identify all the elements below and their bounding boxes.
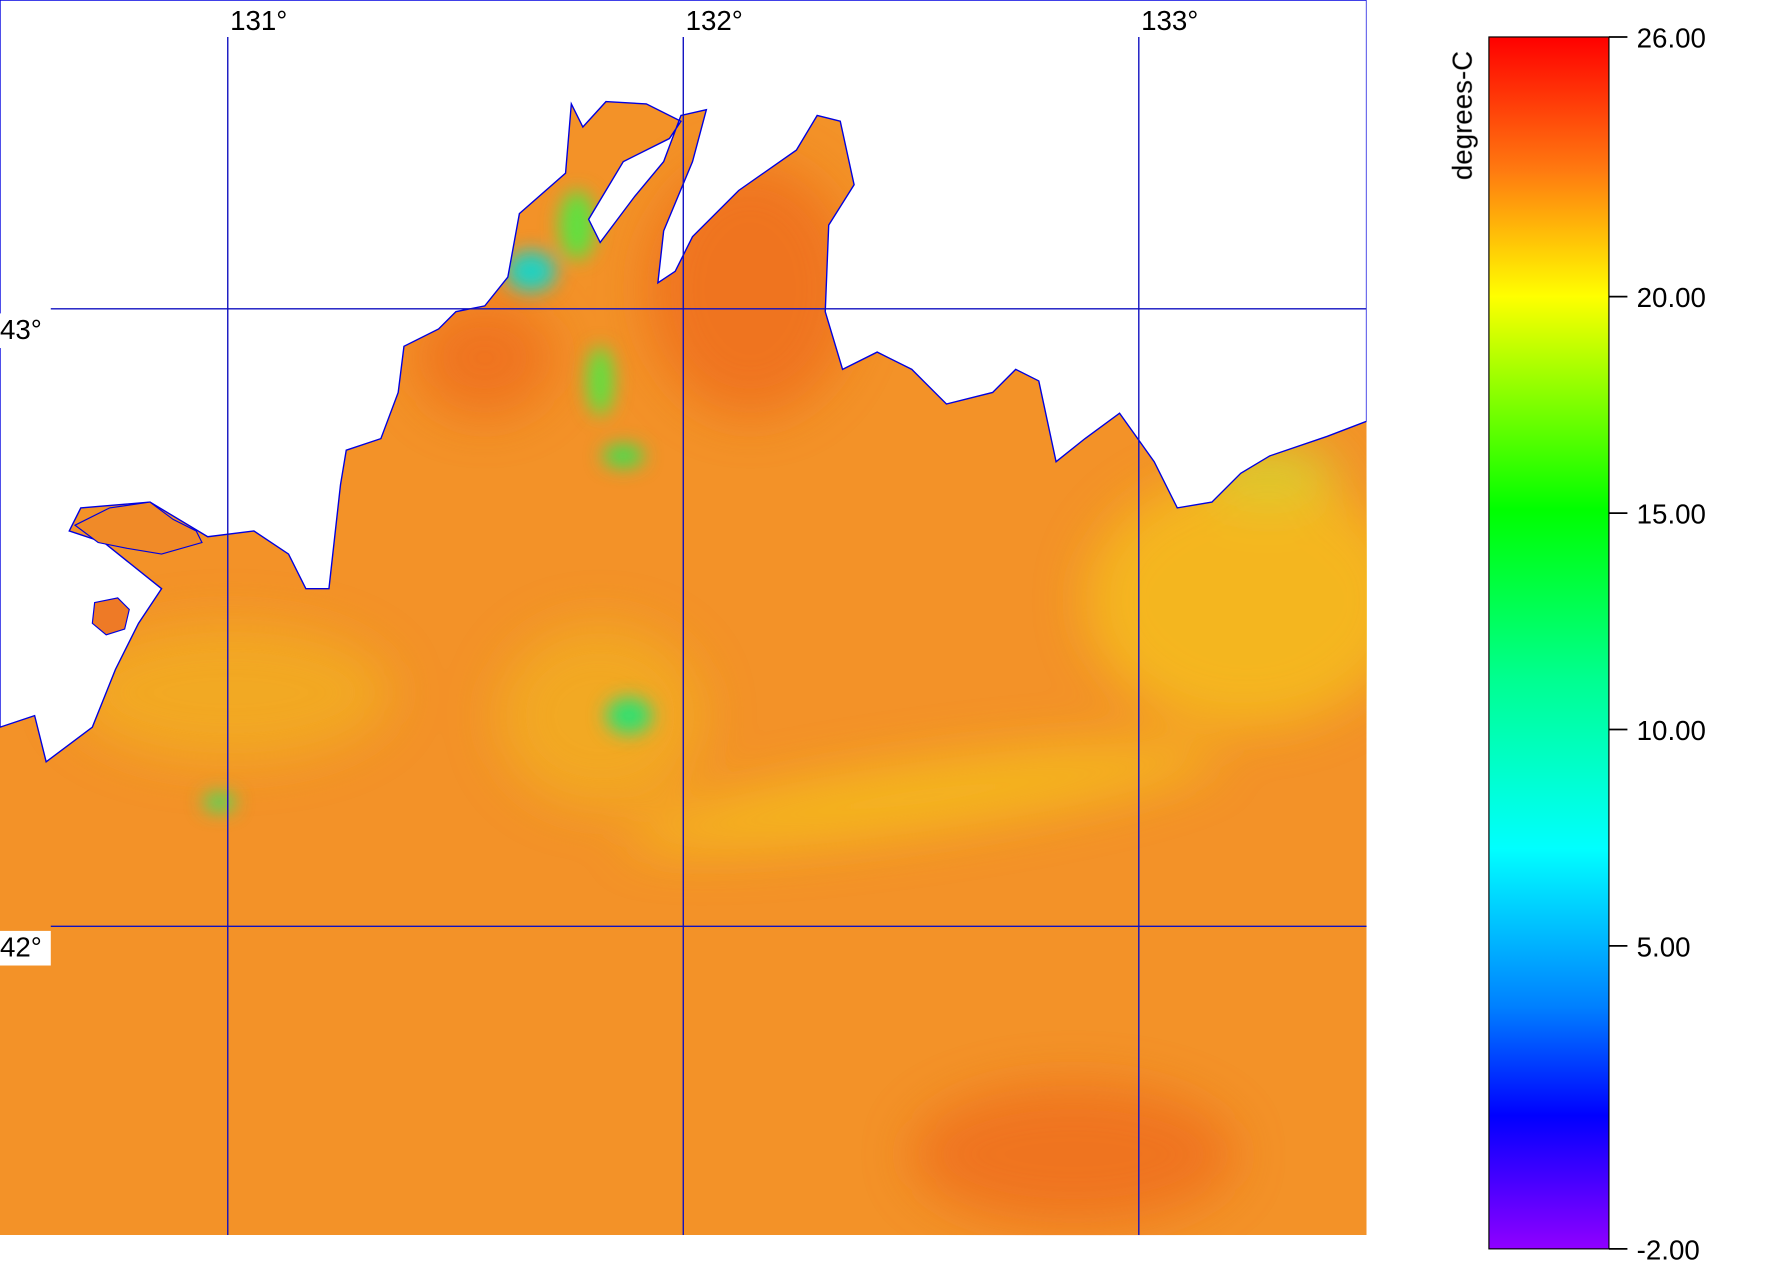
bay	[73, 501, 203, 555]
graticule: 131° 132° 133° 43° 42°	[0, 5, 1367, 1236]
x-tick-label: 132°	[686, 5, 743, 36]
land	[0, 0, 1367, 763]
colorbar-label: degrees-C	[1447, 51, 1478, 180]
colorbar-tick-label: -2.00	[1637, 1234, 1700, 1265]
colorbar-tick-label: 5.00	[1637, 931, 1691, 962]
colorbar	[1488, 36, 1610, 1250]
colorbar-tick-label: 20.00	[1637, 282, 1706, 313]
colorbar-tick-label: 26.00	[1637, 22, 1706, 53]
colorbar-tick-label: 15.00	[1637, 498, 1706, 529]
bay	[91, 597, 130, 636]
x-tick-label: 133°	[1141, 5, 1198, 36]
sst-field	[0, 0, 1367, 1236]
y-tick-label: 43°	[0, 314, 42, 345]
y-tick-label: 42°	[0, 931, 42, 962]
label-background	[0, 313, 51, 349]
label-background	[0, 930, 51, 966]
x-tick-label: 131°	[230, 5, 287, 36]
colorbar-tick-label: 10.00	[1637, 715, 1706, 746]
